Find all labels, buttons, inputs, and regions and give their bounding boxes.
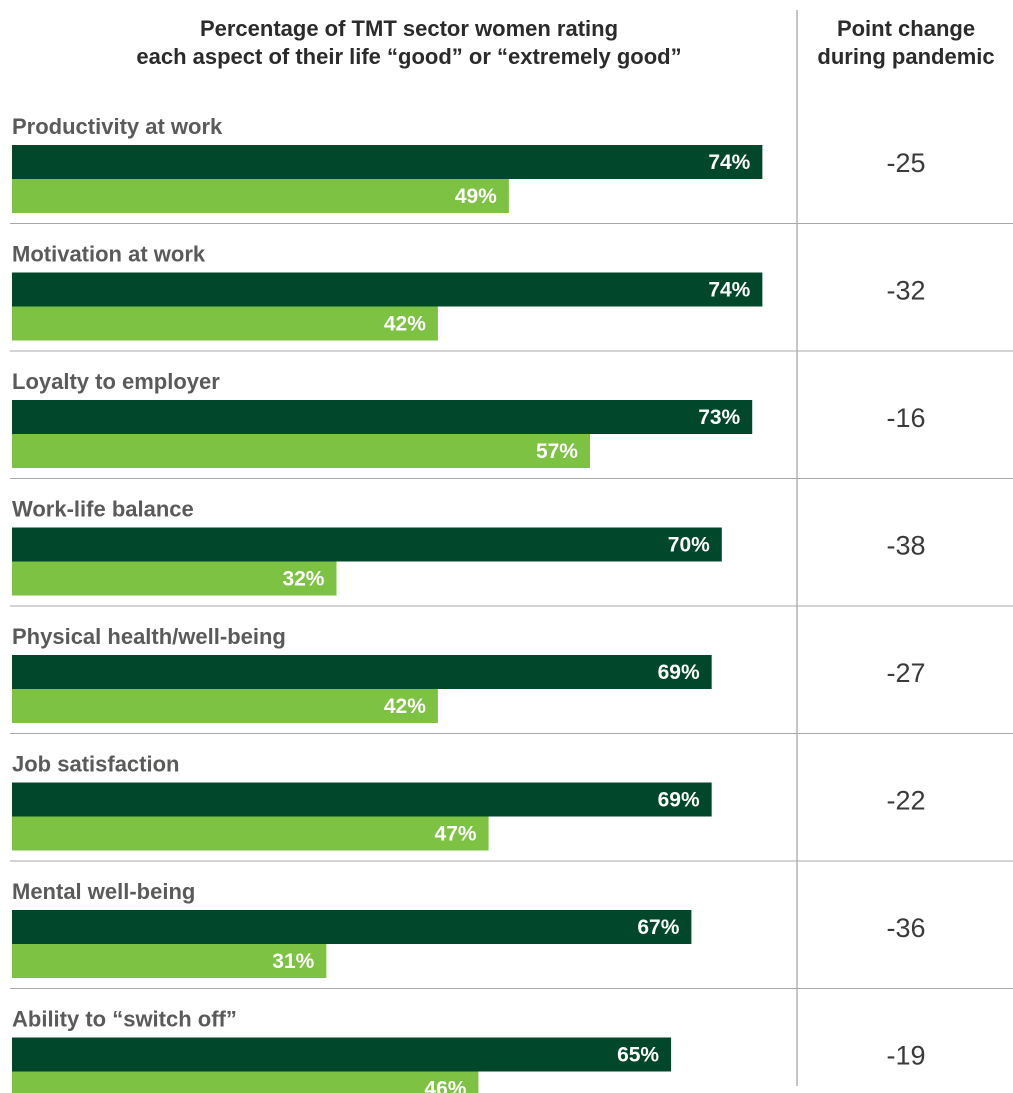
chart-row: Productivity at work 74% 49% -25 <box>10 114 1013 224</box>
bar-during-pandemic <box>12 434 590 468</box>
chart-row: Motivation at work 74% 42% -32 <box>10 242 1013 352</box>
data-label: 67% <box>637 916 679 939</box>
category-label: Work-life balance <box>12 497 194 522</box>
bar-during-pandemic <box>12 1071 479 1093</box>
point-change-value: -32 <box>886 276 925 306</box>
data-label: 69% <box>658 661 700 684</box>
category-label: Productivity at work <box>12 114 223 139</box>
bar-during-pandemic <box>12 179 509 213</box>
point-change-value: -25 <box>886 148 925 178</box>
chart-row: Physical health/well-being 69% 42% -27 <box>10 624 1013 734</box>
chart-title-line-1: Percentage of TMT sector women rating <box>200 16 618 41</box>
data-label: 70% <box>668 534 710 557</box>
chart-row: Ability to “switch off” 65% 46% -19 <box>12 1007 926 1093</box>
data-label: 69% <box>658 789 700 812</box>
data-label: 31% <box>272 950 314 973</box>
point-change-value: -22 <box>886 786 925 816</box>
point-change-header-line-1: Point change <box>837 16 975 41</box>
point-change-value: -36 <box>886 913 925 943</box>
chart-row: Work-life balance 70% 32% -38 <box>10 497 1013 607</box>
data-label: 74% <box>708 151 750 174</box>
chart-rows: Productivity at work 74% 49% -25 Motivation … <box>10 114 1013 1093</box>
category-label: Physical health/well-being <box>12 624 286 649</box>
data-label: 74% <box>708 279 750 302</box>
point-change-value: -16 <box>886 403 925 433</box>
data-label: 42% <box>384 313 426 336</box>
bar-pre-pandemic <box>12 400 753 434</box>
category-label: Job satisfaction <box>12 752 179 777</box>
bar-pre-pandemic <box>12 527 722 562</box>
chart-title-line-2: each aspect of their life “good” or “ext… <box>136 44 681 69</box>
bar-pre-pandemic <box>12 910 692 944</box>
point-change-value: -38 <box>886 531 925 561</box>
data-label: 65% <box>617 1044 659 1067</box>
bar-during-pandemic <box>12 561 337 596</box>
chart-row: Job satisfaction 69% 47% -22 <box>10 752 1013 862</box>
point-change-value: -19 <box>886 1041 925 1071</box>
bar-pre-pandemic <box>12 272 763 307</box>
bar-pre-pandemic <box>12 1037 672 1072</box>
bar-during-pandemic <box>12 944 327 978</box>
data-label: 49% <box>455 185 497 208</box>
bar-pre-pandemic <box>12 145 763 179</box>
point-change-header-line-2: during pandemic <box>817 44 994 69</box>
category-label: Mental well-being <box>12 879 195 904</box>
data-label: 46% <box>424 1078 466 1093</box>
data-label: 47% <box>435 823 477 846</box>
category-label: Motivation at work <box>12 242 206 267</box>
data-label: 42% <box>384 695 426 718</box>
data-label: 57% <box>536 440 578 463</box>
point-change-value: -27 <box>886 658 925 688</box>
chart-row: Mental well-being 67% 31% -36 <box>10 879 1013 989</box>
category-label: Ability to “switch off” <box>12 1007 237 1032</box>
bar-pre-pandemic <box>12 782 712 817</box>
data-label: 73% <box>698 406 740 429</box>
chart-header: Percentage of TMT sector women rating ea… <box>136 16 994 69</box>
category-label: Loyalty to employer <box>12 369 220 394</box>
bar-during-pandemic <box>12 689 438 723</box>
chart-row: Loyalty to employer 73% 57% -16 <box>10 369 1013 479</box>
data-label: 32% <box>282 568 324 591</box>
bar-pre-pandemic <box>12 655 712 689</box>
bar-during-pandemic <box>12 306 438 341</box>
bar-during-pandemic <box>12 816 489 851</box>
